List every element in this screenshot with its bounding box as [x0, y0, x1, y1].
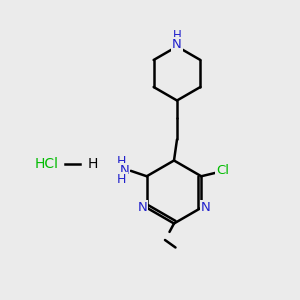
- Text: N: N: [137, 201, 147, 214]
- Text: Cl: Cl: [216, 164, 230, 177]
- Text: H: H: [88, 157, 98, 170]
- Text: H: H: [117, 173, 127, 186]
- Text: N: N: [201, 201, 211, 214]
- Text: H: H: [172, 28, 182, 42]
- Text: N: N: [172, 38, 182, 52]
- Text: N: N: [119, 164, 129, 177]
- Text: H: H: [116, 155, 126, 168]
- Text: HCl: HCl: [34, 157, 58, 170]
